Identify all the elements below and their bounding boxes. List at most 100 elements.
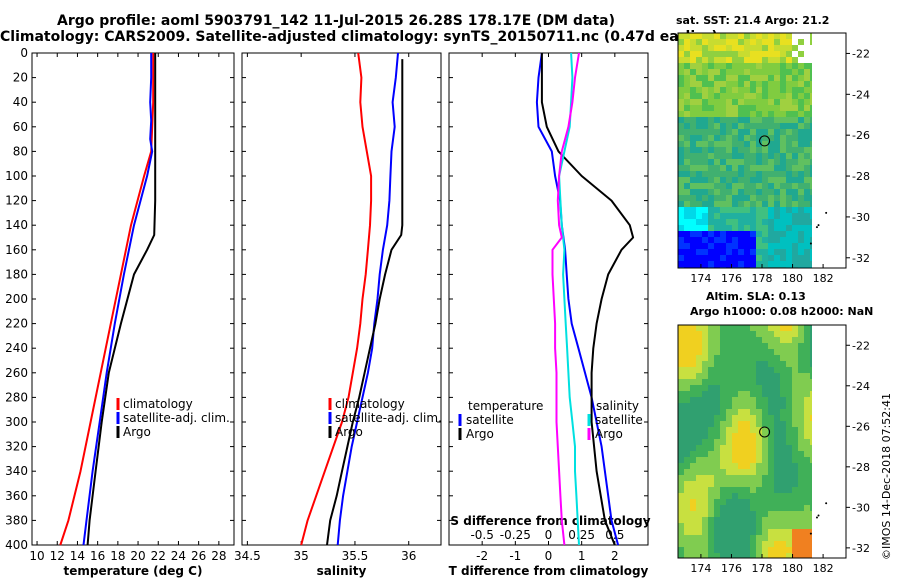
map-cell	[774, 159, 780, 165]
map-cell	[756, 529, 762, 535]
map-cell	[684, 153, 690, 159]
map-cell	[798, 249, 804, 255]
map-cell	[786, 237, 792, 243]
map-cell	[750, 51, 756, 57]
map-cell	[804, 409, 810, 415]
map-cell	[708, 153, 714, 159]
map-cell	[756, 249, 762, 255]
map-cell	[756, 45, 762, 51]
map-cell	[756, 189, 762, 195]
map-cell	[762, 69, 768, 75]
map-cell	[684, 529, 690, 535]
map-cell	[696, 451, 702, 457]
map-cell	[762, 237, 768, 243]
map-cell	[804, 195, 810, 201]
map-cell	[684, 171, 690, 177]
map-cell	[810, 201, 812, 207]
map-cell	[786, 535, 792, 541]
map-cell	[684, 487, 690, 493]
map-cell	[756, 141, 762, 147]
map-cell	[678, 421, 684, 427]
map-cell	[732, 355, 738, 361]
lat-tick-label: -22	[852, 339, 870, 352]
map-cell	[684, 541, 690, 547]
map-cell	[738, 135, 744, 141]
map-cell	[696, 427, 702, 433]
map-cell	[726, 349, 732, 355]
map-cell	[780, 379, 786, 385]
map-cell	[738, 177, 744, 183]
map-cell	[714, 535, 720, 541]
sla-map-title-line-1: Altim. SLA: 0.13	[706, 290, 806, 303]
map-cell	[774, 385, 780, 391]
map-cell	[726, 141, 732, 147]
map-cell	[678, 63, 684, 69]
map-cell	[786, 189, 792, 195]
map-cell	[750, 165, 756, 171]
map-cell	[702, 231, 708, 237]
map-cell	[738, 493, 744, 499]
lon-tick-label: 176	[721, 562, 742, 575]
map-cell	[750, 349, 756, 355]
map-cell	[792, 547, 798, 553]
map-cell	[762, 177, 768, 183]
map-cell	[810, 355, 812, 361]
map-cell	[708, 373, 714, 379]
map-cell	[732, 123, 738, 129]
map-cell	[762, 75, 768, 81]
map-cell	[780, 93, 786, 99]
sla-map-title-line-2: Argo h1000: 0.08 h2000: NaN	[690, 305, 874, 318]
map-cell	[726, 81, 732, 87]
x-tick-label: 2	[611, 549, 619, 563]
map-cell	[714, 457, 720, 463]
map-cell	[798, 427, 804, 433]
map-cell	[786, 219, 792, 225]
map-cell	[768, 69, 774, 75]
map-cell	[696, 457, 702, 463]
map-cell	[708, 475, 714, 481]
map-cell	[714, 249, 720, 255]
map-cell	[762, 201, 768, 207]
map-cell	[774, 469, 780, 475]
map-cell	[678, 81, 684, 87]
map-cell	[804, 535, 810, 541]
map-cell	[726, 457, 732, 463]
map-cell	[696, 505, 702, 511]
map-cell	[780, 141, 786, 147]
map-cell	[810, 93, 812, 99]
map-cell	[738, 415, 744, 421]
map-cell	[798, 337, 804, 343]
map-cell	[732, 213, 738, 219]
map-cell	[768, 403, 774, 409]
map-cell	[750, 93, 756, 99]
map-cell	[690, 69, 696, 75]
map-cell	[738, 517, 744, 523]
map-cell	[744, 243, 750, 249]
map-cell	[702, 469, 708, 475]
map-cell	[786, 415, 792, 421]
map-cell	[684, 63, 690, 69]
map-cell	[702, 505, 708, 511]
map-cell	[744, 147, 750, 153]
map-cell	[750, 505, 756, 511]
map-cell	[684, 535, 690, 541]
map-cell	[684, 475, 690, 481]
map-cell	[708, 159, 714, 165]
map-cell	[696, 69, 702, 75]
map-cell	[798, 349, 804, 355]
map-cell	[786, 421, 792, 427]
map-cell	[744, 171, 750, 177]
map-cell	[708, 361, 714, 367]
map-cell	[804, 219, 810, 225]
map-cell	[792, 249, 798, 255]
map-cell	[690, 403, 696, 409]
map-cell	[792, 451, 798, 457]
map-cell	[804, 117, 810, 123]
map-cell	[792, 391, 798, 397]
map-cell	[738, 87, 744, 93]
map-cell	[696, 177, 702, 183]
map-cell	[798, 111, 804, 117]
map-cell	[780, 391, 786, 397]
map-cell	[684, 433, 690, 439]
